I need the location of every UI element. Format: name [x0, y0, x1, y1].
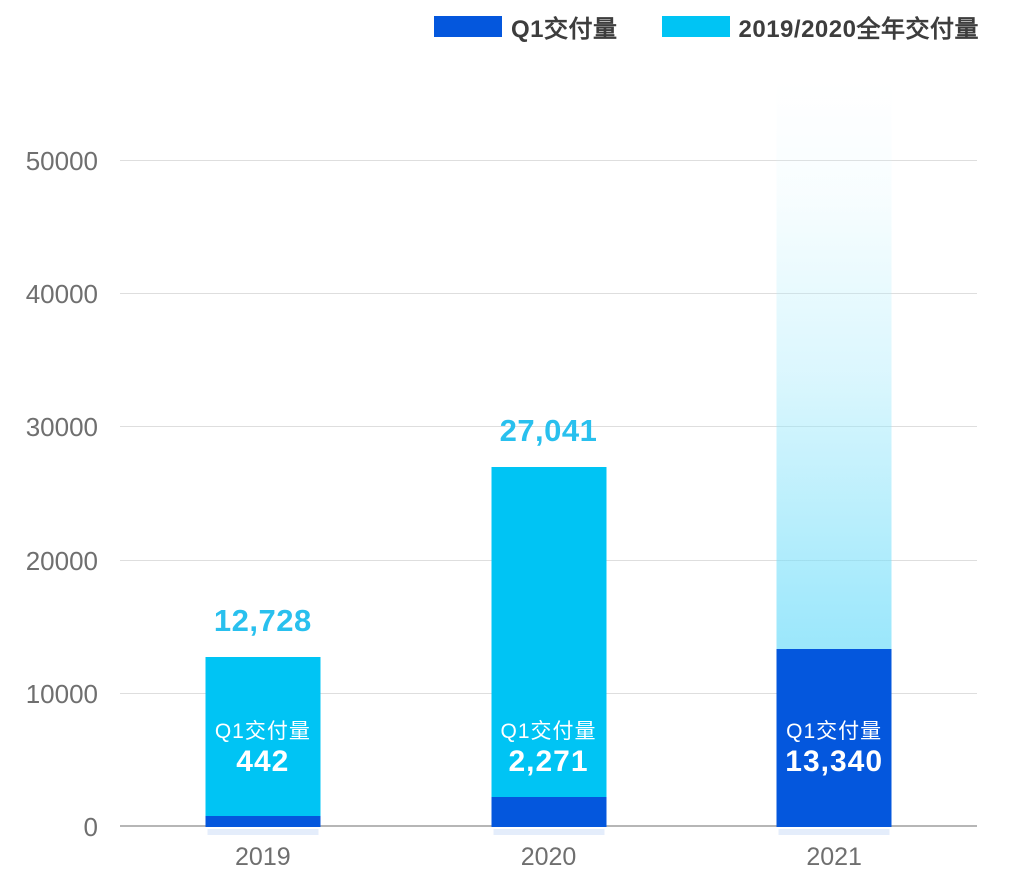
inner-label-title: Q1交付量: [214, 720, 311, 743]
bar-group-2020: 27,041 Q1交付量 2,271 2020: [491, 73, 606, 871]
bar-inner-label-2020: Q1交付量 2,271: [480, 719, 618, 779]
full-year-series-swatch: [661, 16, 730, 37]
q1-series-label: Q1交付量: [511, 16, 618, 43]
y-tick-label-0: 0: [83, 812, 98, 842]
inner-label-value: 442: [236, 745, 290, 778]
plot-area: 12,728 Q1交付量 442 2019 27,041 Q1交付量 2,271…: [26, 73, 977, 871]
bar-group-2019: 12,728 Q1交付量 442 2019: [205, 73, 321, 871]
bar-group-2021: Q1交付量 13,340 2021: [776, 73, 892, 871]
inner-label-title: Q1交付量: [786, 720, 883, 743]
x-axis-label-2019: 2019: [235, 843, 291, 871]
q1-bar-2020: [491, 796, 606, 827]
gridline-50000: [120, 160, 977, 161]
full-year-bar-2020: [491, 466, 606, 827]
q1-series-swatch: [434, 16, 502, 37]
y-tick-label-30000: 30000: [25, 412, 98, 443]
inner-label-value: 13,340: [785, 745, 884, 778]
bar-inner-label-2021: Q1交付量 13,340: [765, 719, 903, 779]
y-tick-label-50000: 50000: [25, 146, 98, 176]
full-year-bar-2019: [205, 657, 321, 827]
y-tick-label-10000: 10000: [25, 678, 98, 709]
inner-label-value: 2,271: [508, 745, 589, 778]
y-tick-label-40000: 40000: [25, 279, 98, 310]
q1-bar-2021: [776, 649, 892, 827]
bar-shadow: [493, 829, 604, 835]
y-tick-label-20000: 20000: [25, 545, 98, 576]
bar-inner-label-2019: Q1交付量 442: [194, 719, 332, 779]
inner-label-title: Q1交付量: [500, 720, 597, 743]
total-value-label-2019: 12,728: [213, 603, 312, 639]
full-year-series-label: 2019/2020全年交付量: [738, 16, 979, 43]
x-axis-label-2020: 2020: [520, 843, 577, 871]
bar-shadow: [778, 829, 890, 835]
x-axis-label-2021: 2021: [806, 843, 862, 871]
gridline-40000: [120, 293, 977, 295]
total-value-label-2020: 27,041: [499, 412, 598, 448]
chart-legend: Q1交付量 2019/2020全年交付量: [434, 9, 979, 44]
legend-item-q1: Q1交付量: [434, 9, 618, 44]
q1-bar-2019: [205, 816, 321, 827]
legend-item-full-year: 2019/2020全年交付量: [661, 9, 979, 44]
bar-shadow: [207, 829, 319, 835]
gridline-30000: [120, 426, 977, 428]
